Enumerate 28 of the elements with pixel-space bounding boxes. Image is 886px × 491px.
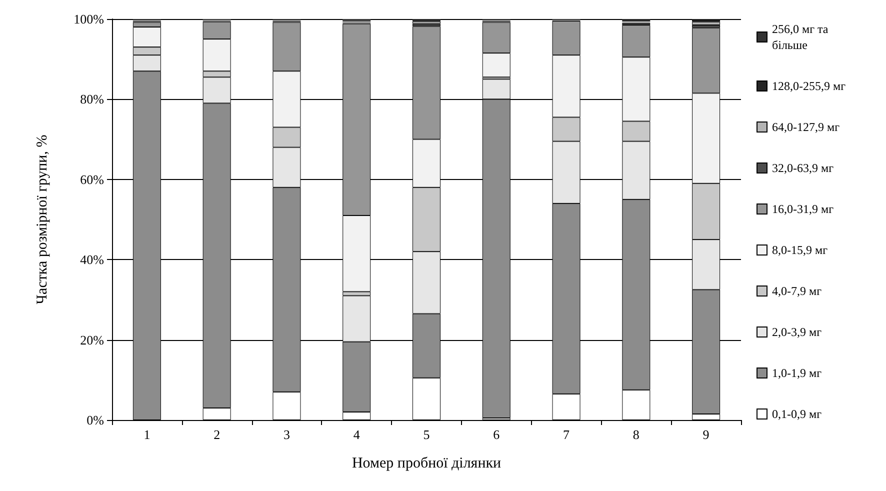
x-tick-label: 9 xyxy=(702,427,710,442)
y-tick-label: 80% xyxy=(80,92,104,107)
x-tick-label: 4 xyxy=(353,427,360,442)
x-tick-label: 6 xyxy=(493,427,500,442)
legend-label: 256,0 мг та більше xyxy=(772,22,832,52)
x-tick-label: 2 xyxy=(214,427,220,442)
legend-label: 128,0-255,9 мг xyxy=(772,79,846,93)
y-tick-label: 100% xyxy=(74,12,104,26)
legend-label: 2,0-3,9 мг xyxy=(772,325,822,339)
y-tick-label: 20% xyxy=(80,332,104,348)
y-axis-title: Частка розмірної групи, % xyxy=(34,134,50,304)
legend-label: 16,0-31,9 мг xyxy=(772,202,834,216)
y-tick-label: 60% xyxy=(80,172,104,187)
bar xyxy=(692,22,720,26)
y-tick-label: 40% xyxy=(80,252,104,268)
legend-label: 32,0-63,9 мг xyxy=(772,161,834,175)
x-tick-label: 7 xyxy=(563,427,570,442)
x-tick-label: 3 xyxy=(283,427,290,442)
x-axis-title: Номер пробної ділянки xyxy=(352,456,502,472)
legend-label: 4,0-7,9 мг xyxy=(772,284,822,298)
x-tick-label: 1 xyxy=(144,427,150,442)
x-tick-label: 8 xyxy=(632,427,640,442)
y-tick-label: 0% xyxy=(86,412,104,428)
x-tick-label: 5 xyxy=(423,427,430,442)
legend-label: 1,0-1,9 мг xyxy=(772,366,822,380)
legend-label: 0,1-0,9 мг xyxy=(772,407,822,421)
legend-label: 64,0-127,9 мг xyxy=(772,120,840,134)
legend-label: 8,0-15,9 мг xyxy=(772,243,828,257)
